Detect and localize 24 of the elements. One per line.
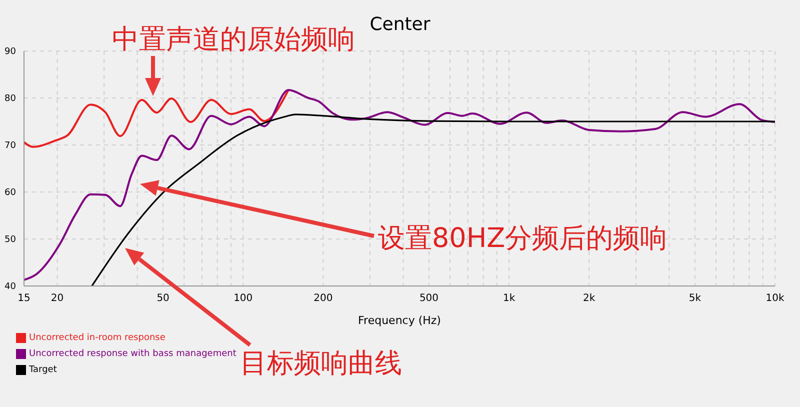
annotation: 设置80HZ分频后的频响	[378, 223, 668, 254]
y-tick-label: 60	[4, 188, 16, 198]
legend-label: Target	[29, 365, 57, 375]
x-tick-label: 15	[18, 293, 30, 304]
y-tick-label: 90	[4, 47, 16, 58]
x-tick-label: 5k	[688, 293, 702, 304]
x-tick-label: 20	[50, 293, 64, 304]
x-tick-label: 500	[419, 293, 439, 304]
text: 目标频响曲线	[240, 348, 402, 379]
x-tick-label: 1k	[502, 293, 516, 304]
x-tick-label: 10k	[766, 293, 784, 304]
x-tick-label: 50	[156, 293, 170, 304]
x-axis-title: Frequency (Hz)	[358, 314, 441, 327]
y-tick-label: 50	[4, 235, 16, 246]
x-tick-label: 2k	[583, 293, 596, 304]
chart-title: Center	[370, 14, 430, 35]
x-tick-label: 100	[234, 293, 253, 304]
y-tick-label: 40	[4, 282, 16, 292]
y-tick-label: 70	[4, 141, 16, 152]
y-tick-label: 80	[4, 94, 16, 104]
legend-label: Uncorrected in-room response	[29, 333, 166, 343]
annotation: 中置声道的原始频响	[112, 24, 355, 55]
legend-label: Uncorrected response with bass management	[29, 349, 236, 359]
x-tick-label: 200	[314, 293, 333, 304]
